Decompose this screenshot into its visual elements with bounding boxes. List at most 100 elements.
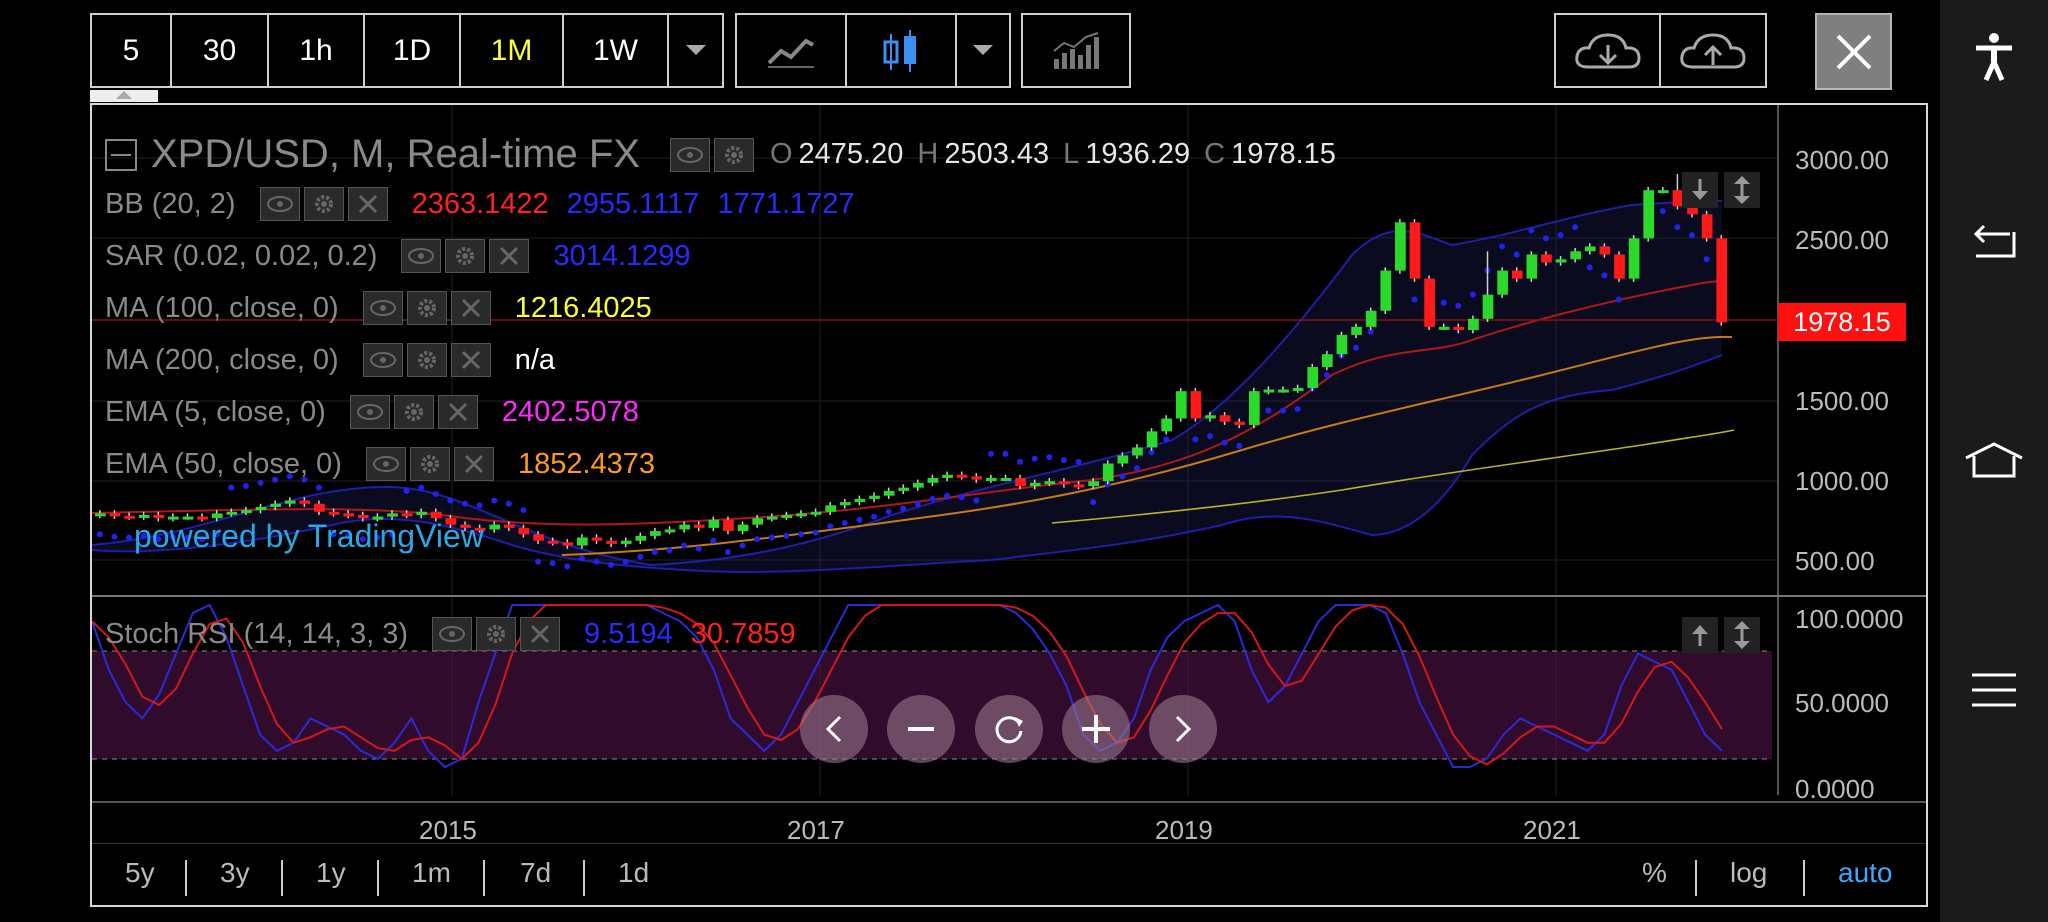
remove-icon[interactable] [437,395,478,429]
indicator-name: BB (20, 2) [105,187,236,220]
ohlc-open: 2475.20 [798,138,904,170]
range-1m[interactable]: 1m [412,857,451,888]
time-tick: 2019 [1155,815,1213,845]
remove-icon[interactable] [450,343,491,377]
range-1y[interactable]: 1y [316,857,346,888]
remove-icon[interactable] [450,291,491,325]
reset-button[interactable] [975,695,1043,763]
remove-icon[interactable] [347,187,388,221]
range-1d[interactable]: 1d [618,857,650,888]
stoch-tick: 50.0000 [1795,688,1889,718]
interval-1d[interactable]: 1D [365,15,461,86]
sar-dot [505,500,512,507]
gear-icon[interactable] [406,291,447,325]
chevron-left-icon [825,715,842,743]
sar-dot [228,484,235,491]
collapse-icon[interactable] [105,138,137,171]
sar-dot [1294,405,1301,412]
gear-icon[interactable] [445,239,486,273]
candle [182,516,194,520]
zoom-out-button[interactable] [887,695,955,763]
divider [1803,860,1805,896]
cloud-download-button[interactable] [1556,15,1661,86]
candle [796,513,807,517]
divider [1695,860,1697,896]
remove-icon[interactable] [489,239,530,273]
range-3y[interactable]: 3y [220,857,250,888]
sar-dot [213,531,220,538]
cloud-upload-button[interactable] [1661,15,1765,86]
candle [1088,481,1099,487]
remove-icon[interactable] [453,447,494,481]
interval-dropdown[interactable] [669,15,722,86]
stoch-pane-maximize-button[interactable] [1724,617,1760,653]
eye-icon[interactable] [669,137,710,172]
gear-icon[interactable] [409,447,450,481]
sar-dot [1221,439,1228,446]
percent-scale-toggle[interactable]: % [1642,857,1667,888]
sar-dot [1017,458,1024,465]
indicators-button[interactable] [1023,15,1129,86]
candle [635,535,647,541]
sar-dot [1090,499,1097,506]
price-tick: 1500.00 [1795,386,1889,416]
eye-icon[interactable] [362,343,403,377]
sar-dot [418,484,425,491]
candle [284,500,296,504]
interval-toolbar: 5 30 1h 1D 1M 1W [90,13,724,88]
gear-icon[interactable] [303,187,344,221]
interval-5[interactable]: 5 [92,15,172,86]
eye-icon[interactable] [259,187,300,221]
candle-chart-button[interactable] [847,15,957,86]
pane-down-button[interactable] [1682,172,1718,208]
scroll-left-button[interactable] [800,695,868,763]
candle [270,503,281,507]
cloud-download-icon [1574,32,1641,68]
sar-dot [432,491,439,498]
gear-icon[interactable] [713,137,754,172]
interval-1w[interactable]: 1W [564,15,669,86]
zoom-in-button[interactable] [1062,695,1130,763]
sar-dot [1601,272,1608,279]
sar-dot [885,508,892,515]
log-scale-toggle[interactable]: log [1730,857,1768,888]
line-chart-button[interactable] [737,15,847,86]
sar-dot [754,536,761,543]
indicator-value: 2402.5078 [501,395,639,428]
eye-icon[interactable] [362,291,403,325]
range-7d[interactable]: 7d [520,857,552,888]
interval-1h[interactable]: 1h [269,15,365,86]
sar-dot [359,536,366,543]
chart-type-dropdown[interactable] [957,15,1009,86]
eye-icon[interactable] [401,239,442,273]
back-button[interactable] [1940,222,2048,262]
accessibility-button[interactable] [1940,32,2048,82]
range-5y[interactable]: 5y [125,857,155,888]
eye-icon[interactable] [349,395,390,429]
close-button[interactable] [1815,13,1892,90]
pane-maximize-button[interactable] [1724,172,1760,208]
sar-dot [1133,465,1140,472]
stoch-pane-up-button[interactable] [1682,617,1718,653]
eye-icon[interactable] [432,617,473,651]
scroll-right-button[interactable] [1149,695,1217,763]
sar-dot [1572,224,1579,231]
sar-dot [1542,235,1549,242]
candle [1409,222,1421,279]
menu-button[interactable] [1940,672,2048,708]
eye-icon[interactable] [365,447,406,481]
remove-icon[interactable] [520,617,561,651]
gear-icon[interactable] [476,617,517,651]
sar-dot [1615,296,1622,303]
stoch-d-value: 30.7859 [690,617,796,650]
auto-scale-toggle[interactable]: auto [1838,857,1893,888]
candle [869,495,880,499]
interval-30[interactable]: 30 [172,15,269,86]
symbol-title: XPD/USD, M, Real-time FX [151,132,640,176]
gear-icon[interactable] [393,395,434,429]
gear-icon[interactable] [406,343,447,377]
tradingview-watermark[interactable]: powered by TradingView [134,518,484,554]
candle [1219,415,1231,422]
interval-1m[interactable]: 1M [461,15,564,86]
home-button[interactable] [1940,440,2048,480]
